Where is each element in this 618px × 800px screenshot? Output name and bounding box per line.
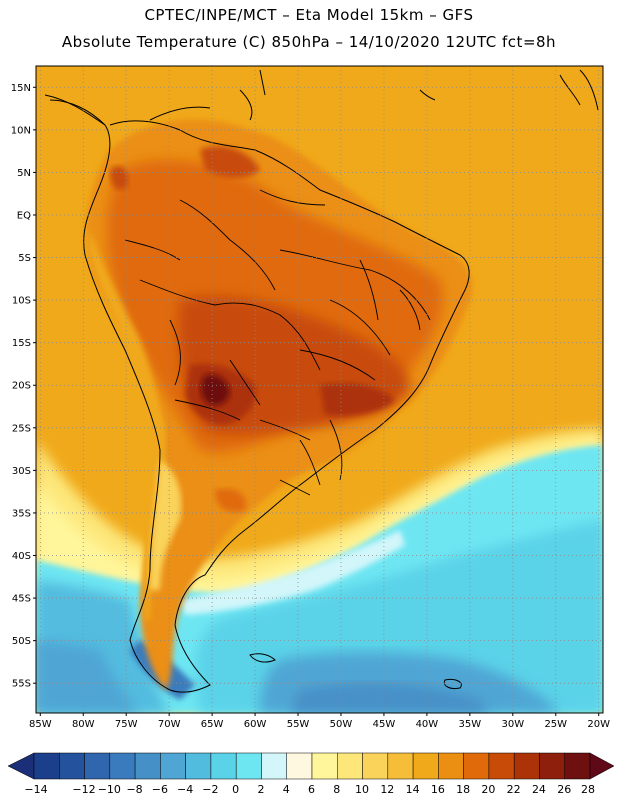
- lat-label: 30S: [12, 466, 31, 477]
- colorbar-label: 10: [355, 783, 370, 796]
- colorbar-label: −14: [24, 783, 48, 796]
- lon-label: 30W: [501, 719, 524, 730]
- lon-label: 65W: [201, 719, 224, 730]
- lat-label: 15S: [12, 338, 31, 349]
- colorbar-label: 22: [506, 783, 521, 796]
- temperature-field: [36, 66, 603, 713]
- lat-label: 40S: [12, 551, 31, 562]
- lon-label: 35W: [459, 719, 482, 730]
- colorbar-swatch: [513, 752, 540, 780]
- lat-label: 25S: [12, 423, 31, 434]
- lat-label: 10N: [11, 125, 31, 136]
- colorbar-label: −12: [72, 783, 96, 796]
- colorbar-label: 4: [282, 783, 290, 796]
- colorbar-label: −10: [97, 783, 121, 796]
- lon-label: 25W: [544, 719, 567, 730]
- colorbar-swatch: [84, 752, 111, 780]
- country-borders: [124, 189, 431, 486]
- map-title-line1: CPTEC/INPE/MCT – Eta Model 15km – GFS: [144, 6, 474, 24]
- lat-label: 5N: [17, 168, 31, 179]
- graticule: [36, 66, 603, 713]
- colorbar-swatch: [109, 752, 136, 780]
- latitude-axis: 15N 10N 5N EQ 5S 10S 15S 20S 25S 30S 35S 40S 45S 50S 5…: [11, 83, 36, 690]
- coastlines: [44, 69, 599, 693]
- colorbar-swatch: [488, 752, 515, 780]
- colorbar-label: 16: [430, 783, 445, 796]
- colorbar: [7, 752, 615, 780]
- lat-label: EQ: [17, 210, 31, 221]
- lat-label: 35S: [12, 508, 31, 519]
- colorbar-swatch: [210, 752, 237, 780]
- colorbar-swatch: [160, 752, 186, 780]
- lon-label: 80W: [72, 719, 95, 730]
- colorbar-label: 0: [232, 783, 240, 796]
- lat-label: 15N: [11, 83, 31, 94]
- colorbar-label: 26: [557, 783, 572, 796]
- colorbar-label: 20: [481, 783, 496, 796]
- colorbar-label: 6: [307, 783, 315, 796]
- colorbar-over-triangle: [589, 752, 615, 780]
- lon-label: 50W: [330, 719, 353, 730]
- colorbar-label: 14: [405, 783, 420, 796]
- colorbar-swatch: [387, 752, 414, 780]
- colorbar-label: 18: [456, 783, 471, 796]
- colorbar-swatch: [311, 752, 338, 780]
- colorbar-label: 24: [531, 783, 546, 796]
- colorbar-label: 12: [380, 783, 395, 796]
- colorbar-swatch: [463, 752, 490, 780]
- lat-label: 50S: [12, 636, 31, 647]
- colorbar-swatch: [33, 752, 60, 780]
- colorbar-swatch: [412, 752, 439, 780]
- colorbar-label: −6: [151, 783, 168, 796]
- colorbar-label: 28: [581, 783, 595, 796]
- lon-label: 70W: [158, 719, 181, 730]
- lat-label: 10S: [12, 296, 31, 307]
- lat-label: 55S: [12, 679, 31, 690]
- colorbar-label: 8: [333, 783, 341, 796]
- colorbar-label: 2: [257, 783, 265, 796]
- colorbar-swatch: [438, 752, 464, 780]
- colorbar-label: −4: [177, 783, 194, 796]
- lon-label: 40W: [416, 719, 439, 730]
- map-title-line2: Absolute Temperature (C) 850hPa – 14/10/…: [61, 33, 557, 51]
- lat-label: 45S: [12, 594, 31, 605]
- colorbar-swatch: [185, 752, 212, 780]
- colorbar-label: −2: [202, 783, 219, 796]
- longitude-axis: 85W 80W 75W 70W 65W 60W 55W 50W 45W 40W 35W 30W 25W 2…: [29, 713, 610, 730]
- lon-label: 55W: [287, 719, 310, 730]
- colorbar-label: −8: [126, 783, 143, 796]
- colorbar-under-triangle: [7, 752, 35, 780]
- colorbar-swatch: [261, 752, 287, 780]
- colorbar-swatch: [59, 752, 85, 780]
- lon-label: 60W: [244, 719, 267, 730]
- lon-label: 85W: [29, 719, 52, 730]
- map-frame: [35, 65, 604, 714]
- lat-label: 5S: [18, 253, 31, 264]
- colorbar-swatch: [235, 752, 262, 780]
- lon-label: 45W: [373, 719, 396, 730]
- colorbar-swatch: [286, 752, 313, 780]
- colorbar-swatch: [134, 752, 161, 780]
- lat-label: 20S: [12, 381, 31, 392]
- lon-label: 20W: [587, 719, 610, 730]
- colorbar-swatch: [337, 752, 363, 780]
- colorbar-swatch: [362, 752, 389, 780]
- lon-label: 75W: [115, 719, 138, 730]
- colorbar-swatch: [539, 752, 565, 780]
- colorbar-swatch: [564, 752, 591, 780]
